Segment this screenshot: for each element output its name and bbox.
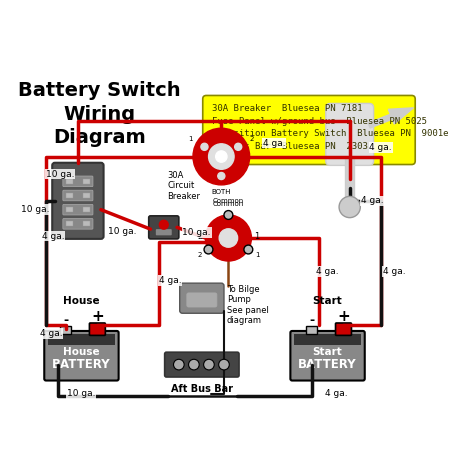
FancyBboxPatch shape: [65, 193, 73, 198]
Circle shape: [224, 210, 233, 219]
Text: 10 ga.: 10 ga.: [46, 170, 74, 179]
FancyBboxPatch shape: [65, 207, 73, 212]
Text: +: +: [337, 309, 350, 324]
Text: -: -: [309, 314, 314, 327]
Circle shape: [339, 197, 360, 218]
FancyBboxPatch shape: [52, 163, 104, 239]
FancyBboxPatch shape: [63, 218, 93, 229]
FancyBboxPatch shape: [63, 190, 93, 201]
Circle shape: [193, 128, 250, 185]
FancyArrow shape: [368, 108, 413, 128]
Circle shape: [204, 359, 214, 370]
FancyBboxPatch shape: [326, 103, 374, 165]
FancyBboxPatch shape: [63, 176, 93, 187]
Text: 2: 2: [197, 252, 201, 258]
Text: To Bilge
Pump
See panel
diagram: To Bilge Pump See panel diagram: [227, 285, 268, 325]
Circle shape: [173, 359, 184, 370]
FancyBboxPatch shape: [90, 323, 105, 336]
FancyBboxPatch shape: [83, 193, 91, 198]
FancyBboxPatch shape: [203, 96, 415, 165]
Circle shape: [235, 143, 242, 150]
Text: 4 ga.: 4 ga.: [40, 329, 63, 338]
Text: BOTH: BOTH: [211, 189, 231, 195]
FancyBboxPatch shape: [63, 204, 93, 215]
Text: Battery Switch
Wiring
Diagram: Battery Switch Wiring Diagram: [18, 81, 181, 147]
Text: 4 ga.: 4 ga.: [42, 232, 64, 241]
FancyBboxPatch shape: [187, 293, 217, 307]
Text: Common: Common: [213, 198, 244, 204]
Text: BATT: BATT: [220, 246, 237, 252]
Text: 10 ga.: 10 ga.: [108, 228, 137, 236]
Text: 1: 1: [254, 232, 259, 241]
FancyBboxPatch shape: [149, 216, 179, 239]
Text: Common: Common: [213, 201, 244, 208]
Text: 10 ga.: 10 ga.: [67, 389, 96, 398]
FancyBboxPatch shape: [164, 352, 239, 377]
Text: 1: 1: [188, 136, 193, 142]
Text: 10 ga.: 10 ga.: [182, 228, 211, 237]
Circle shape: [244, 245, 253, 254]
Circle shape: [201, 143, 208, 150]
FancyBboxPatch shape: [83, 207, 91, 212]
Circle shape: [209, 144, 234, 169]
Circle shape: [204, 245, 213, 254]
Text: BATTERY: BATTERY: [52, 358, 111, 371]
Text: +: +: [91, 309, 104, 324]
Text: Start: Start: [313, 296, 342, 306]
FancyBboxPatch shape: [65, 221, 73, 227]
Text: 2: 2: [198, 232, 203, 241]
Circle shape: [219, 229, 237, 247]
FancyBboxPatch shape: [336, 323, 351, 336]
Text: Start: Start: [313, 347, 342, 357]
Circle shape: [205, 215, 251, 261]
Text: 4 ga.: 4 ga.: [159, 276, 181, 285]
Text: 30A Breaker  Bluesea PN 7181
Fuse Panel w/ground bus  Bluesea PN 5025
4 Position: 30A Breaker Bluesea PN 7181 Fuse Panel w…: [211, 104, 448, 151]
FancyBboxPatch shape: [83, 221, 91, 227]
Text: 4 ga.: 4 ga.: [383, 267, 405, 276]
Text: 10 ga.: 10 ga.: [21, 205, 50, 214]
FancyBboxPatch shape: [60, 326, 71, 335]
FancyBboxPatch shape: [291, 331, 365, 380]
Text: -: -: [63, 314, 68, 327]
Circle shape: [219, 359, 229, 370]
Text: 4 ga.: 4 ga.: [325, 389, 348, 398]
Text: 4 ga.: 4 ga.: [316, 267, 339, 276]
FancyBboxPatch shape: [44, 331, 118, 380]
FancyBboxPatch shape: [306, 326, 317, 335]
Text: House: House: [63, 347, 100, 357]
Text: 30A
Circuit
Breaker: 30A Circuit Breaker: [167, 171, 201, 201]
Text: House: House: [63, 296, 100, 306]
FancyBboxPatch shape: [294, 335, 361, 345]
FancyBboxPatch shape: [180, 283, 224, 313]
FancyBboxPatch shape: [65, 178, 73, 184]
Text: BATTERY: BATTERY: [298, 358, 357, 371]
Text: 4 ga.: 4 ga.: [361, 196, 383, 205]
Circle shape: [189, 359, 199, 370]
Bar: [345, 157, 354, 205]
Text: 4 ga.: 4 ga.: [369, 143, 392, 152]
FancyBboxPatch shape: [83, 178, 91, 184]
Circle shape: [159, 220, 168, 229]
FancyBboxPatch shape: [48, 335, 115, 345]
Circle shape: [218, 172, 225, 179]
Text: 4 ga.: 4 ga.: [263, 139, 286, 148]
Text: Aft Bus Bar: Aft Bus Bar: [171, 384, 233, 394]
FancyBboxPatch shape: [156, 229, 172, 235]
Text: 1: 1: [255, 252, 260, 258]
Circle shape: [216, 151, 227, 162]
Text: 2: 2: [250, 136, 254, 142]
